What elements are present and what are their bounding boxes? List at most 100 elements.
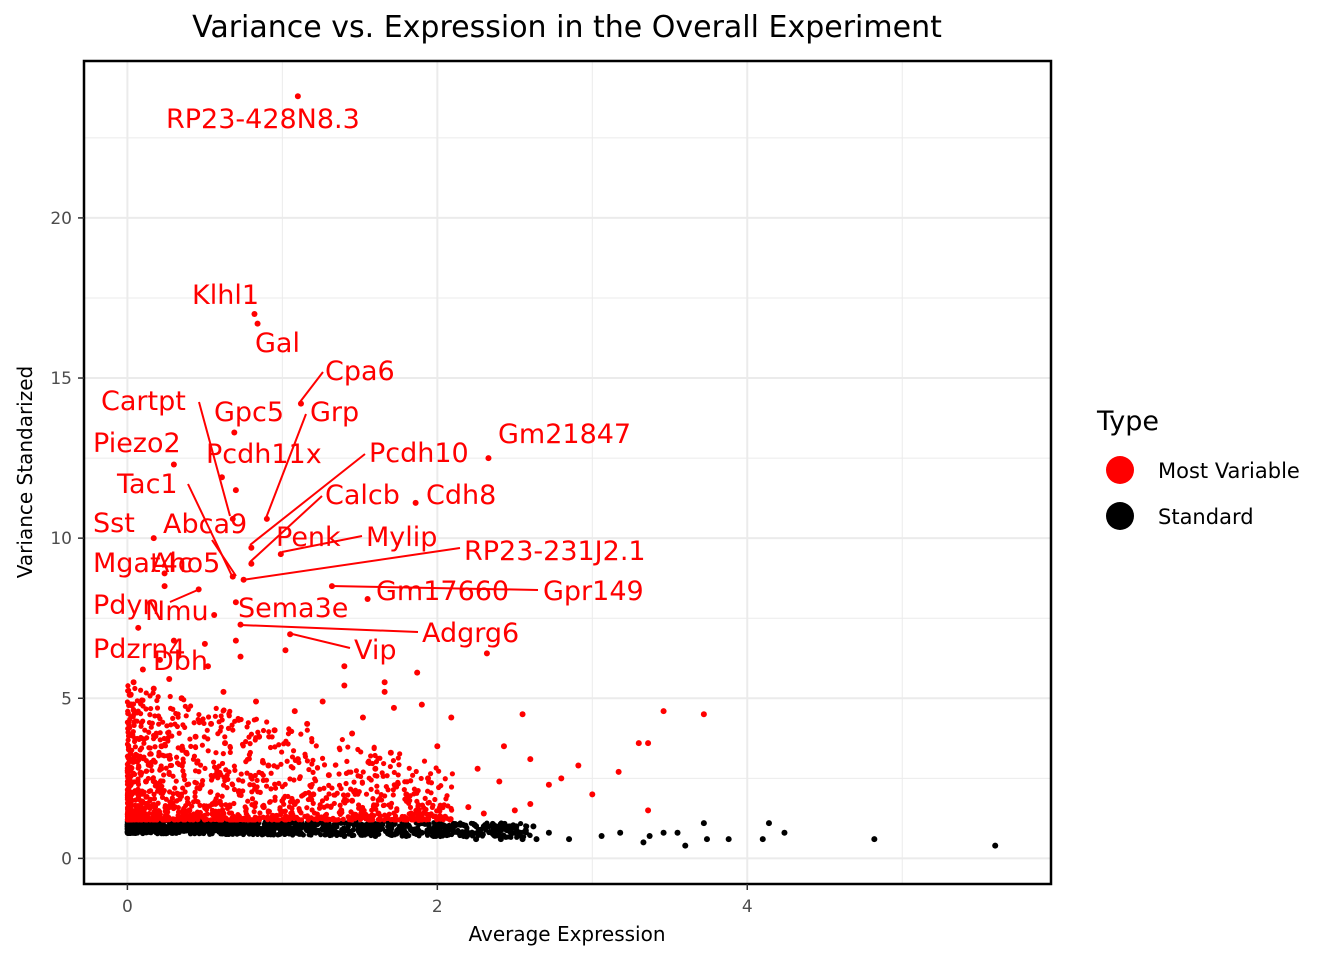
most-variable-point: [151, 796, 158, 802]
most-variable-point: [160, 719, 166, 725]
most-variable-point: [150, 775, 157, 781]
most-variable-point: [157, 786, 163, 792]
most-variable-point: [377, 755, 383, 761]
most-variable-point: [437, 808, 443, 814]
most-variable-point: [348, 817, 355, 823]
most-variable-point: [338, 807, 345, 814]
most-variable-point: [125, 747, 132, 753]
most-variable-point: [218, 724, 224, 730]
standard-point: [125, 829, 132, 836]
most-variable-point: [408, 810, 414, 816]
most-variable-point: [263, 777, 270, 783]
most-variable-point: [147, 751, 153, 757]
standard-point: [496, 826, 502, 833]
most-variable-point: [169, 795, 175, 801]
most-variable-point: [327, 816, 334, 823]
y-tick-label: 15: [50, 369, 72, 389]
most-variable-point: [126, 687, 132, 693]
most-variable-point: [297, 808, 303, 814]
most-variable-point: [140, 718, 146, 724]
most-variable-point: [436, 784, 442, 791]
most-variable-point: [370, 796, 376, 802]
standard-point: [759, 836, 766, 843]
most-variable-point: [125, 761, 131, 768]
standard-point: [208, 826, 214, 833]
standard-point: [201, 826, 208, 833]
most-variable-point: [402, 779, 408, 785]
standard-point: [617, 829, 624, 836]
most-variable-point: [170, 800, 176, 806]
most-variable-point: [343, 780, 349, 787]
most-variable-point: [432, 796, 438, 803]
gene-label: Nmu: [145, 596, 209, 627]
most-variable-point: [180, 785, 186, 791]
most-variable-point: [249, 789, 255, 795]
most-variable-point: [186, 781, 192, 787]
most-variable-point: [700, 711, 707, 718]
most-variable-point: [348, 769, 354, 775]
most-variable-point: [396, 762, 402, 768]
most-variable-point: [284, 758, 290, 764]
most-variable-point: [171, 817, 177, 823]
most-variable-point: [343, 770, 350, 777]
most-variable-point: [267, 744, 274, 751]
standard-point: [449, 831, 455, 838]
most-variable-point: [160, 778, 166, 784]
most-variable-point: [253, 698, 260, 705]
most-variable-point: [180, 768, 186, 774]
most-variable-point: [289, 805, 295, 811]
most-variable-point: [209, 807, 215, 813]
standard-point: [350, 827, 356, 833]
most-variable-point: [427, 771, 434, 777]
data-points: [124, 93, 999, 849]
standard-point: [178, 822, 185, 829]
most-variable-point: [158, 743, 165, 750]
most-variable-point: [294, 756, 301, 763]
most-variable-point: [290, 748, 297, 754]
most-variable-point: [179, 763, 185, 769]
most-variable-point: [437, 802, 443, 808]
standard-point: [221, 822, 227, 828]
most-variable-point: [168, 722, 174, 728]
most-variable-point: [268, 786, 274, 792]
most-variable-point: [138, 723, 144, 729]
most-variable-point: [449, 807, 455, 813]
most-variable-point: [220, 782, 227, 788]
most-variable-point: [137, 711, 144, 717]
most-variable-point: [166, 769, 172, 775]
most-variable-point: [204, 811, 210, 817]
leader-line: [265, 413, 307, 519]
y-tick-label: 10: [50, 529, 72, 549]
most-variable-point: [132, 718, 139, 724]
most-variable-point: [372, 752, 378, 759]
most-variable-point: [181, 773, 187, 779]
most-variable-point: [396, 817, 402, 823]
most-variable-point: [135, 765, 141, 771]
most-variable-point: [243, 806, 249, 812]
most-variable-point: [403, 791, 410, 798]
most-variable-point: [230, 727, 236, 733]
most-variable-point: [257, 810, 263, 816]
most-variable-point: [139, 810, 146, 817]
most-variable-point: [276, 780, 282, 787]
most-variable-point: [331, 817, 338, 823]
standard-point: [259, 832, 265, 838]
most-variable-point: [313, 778, 319, 784]
standard-point: [125, 823, 132, 830]
most-variable-point: [282, 647, 289, 654]
standard-point: [312, 821, 318, 827]
most-variable-point: [166, 676, 173, 683]
most-variable-point: [413, 810, 419, 816]
most-variable-point: [170, 706, 176, 712]
standard-point: [455, 822, 461, 828]
most-variable-point: [229, 515, 236, 522]
standard-point: [186, 826, 193, 833]
most-variable-point: [480, 810, 487, 817]
most-variable-point: [259, 759, 266, 765]
most-variable-point: [172, 721, 178, 727]
most-variable-point: [125, 683, 131, 689]
most-variable-point: [134, 815, 140, 821]
most-variable-point: [131, 722, 137, 728]
most-variable-point: [319, 755, 326, 761]
most-variable-point: [125, 737, 131, 743]
